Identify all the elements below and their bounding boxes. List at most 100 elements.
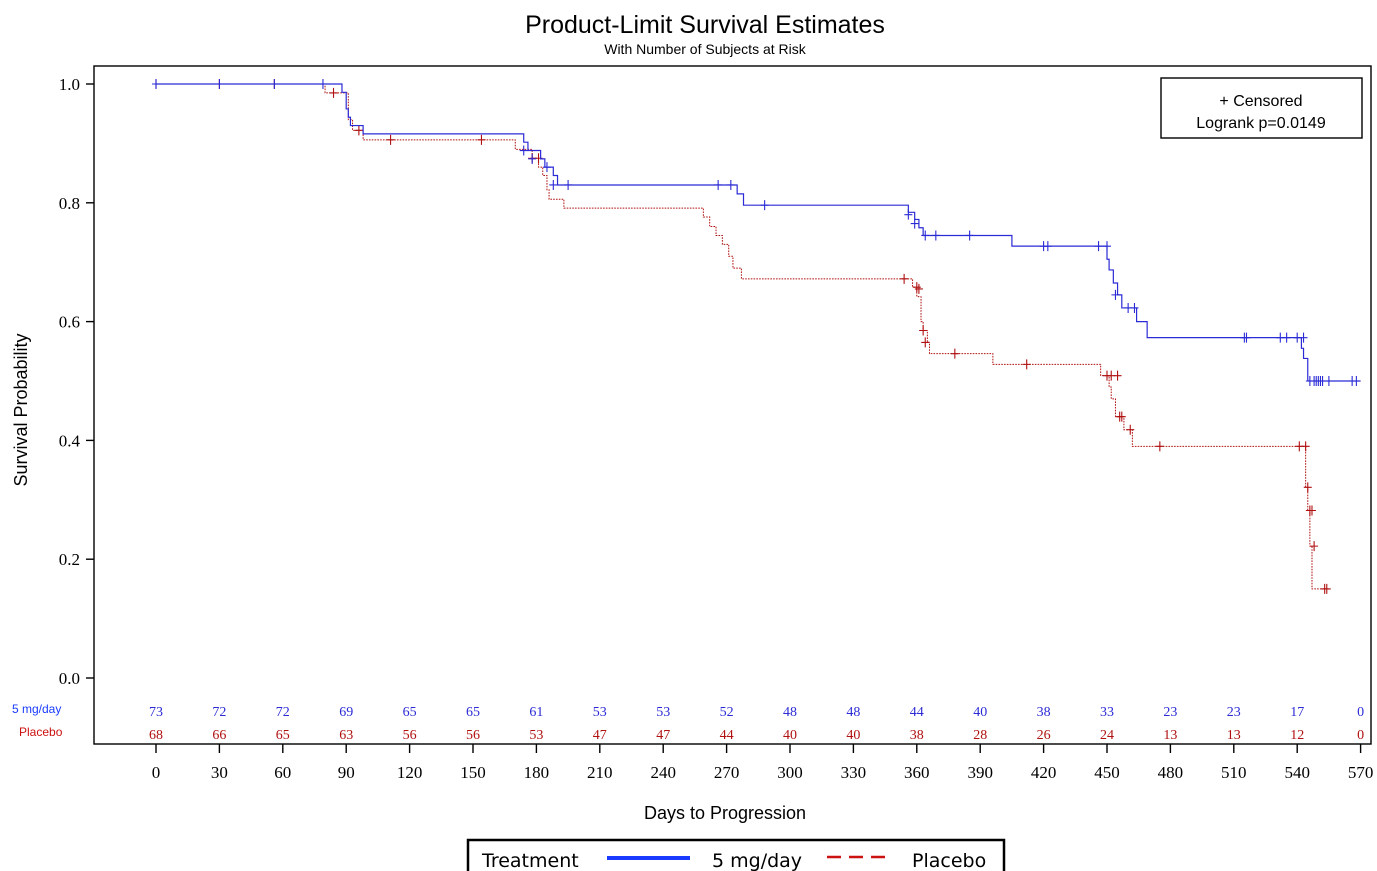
censor-mark-treatment	[152, 79, 160, 89]
risk-count: 73	[149, 705, 163, 720]
legend-title: Treatment	[481, 850, 579, 871]
censor-mark-placebo	[386, 134, 395, 145]
censor-mark-placebo	[1303, 482, 1312, 493]
censor-mark-treatment	[1282, 332, 1291, 343]
risk-count: 23	[1163, 705, 1177, 720]
risk-count: 56	[466, 728, 480, 743]
censor-mark-treatment	[1043, 241, 1052, 252]
x-tick-label: 60	[274, 763, 291, 782]
risk-count: 53	[656, 705, 670, 720]
risk-count: 26	[1037, 728, 1051, 743]
risk-count: 28	[973, 728, 987, 743]
censor-mark-treatment	[931, 230, 940, 241]
y-tick-label: 0.0	[59, 669, 80, 688]
censor-mark-placebo	[1113, 370, 1122, 381]
censor-mark-placebo	[1117, 411, 1126, 422]
legend: Treatment 5 mg/day Placebo	[466, 838, 1006, 871]
risk-count: 40	[846, 728, 860, 743]
x-tick-label: 90	[338, 763, 355, 782]
x-tick-label: 240	[650, 763, 676, 782]
risk-count: 63	[339, 728, 353, 743]
risk-count: 66	[212, 728, 226, 743]
censor-mark-placebo	[912, 282, 921, 293]
censor-mark-treatment	[760, 200, 769, 211]
censor-mark-treatment	[726, 179, 735, 190]
risk-count: 53	[529, 728, 543, 743]
risk-count: 12	[1290, 728, 1304, 743]
censor-mark-treatment	[714, 179, 723, 190]
x-tick-label: 570	[1348, 763, 1374, 782]
x-tick-label: 30	[211, 763, 228, 782]
x-tick-label: 150	[460, 763, 486, 782]
x-tick-label: 120	[397, 763, 423, 782]
censor-mark-placebo	[1155, 441, 1164, 452]
x-tick-label: 360	[904, 763, 930, 782]
x-tick-label: 0	[152, 763, 161, 782]
x-tick-label: 300	[777, 763, 803, 782]
censor-mark-placebo	[1022, 359, 1031, 370]
x-tick-label: 420	[1031, 763, 1057, 782]
censor-mark-treatment	[1324, 376, 1333, 386]
x-tick-label: 540	[1284, 763, 1310, 782]
survival-curve-placebo	[156, 83, 1329, 590]
x-tick-label: 390	[967, 763, 993, 782]
series-layer	[152, 79, 1361, 594]
risk-count: 17	[1290, 705, 1304, 720]
risk-count: 56	[403, 728, 417, 743]
censor-mark-treatment	[921, 230, 930, 241]
risk-count: 38	[1037, 705, 1051, 720]
risk-table: 5 mg/day 73 72 72 69 65 65 61 53 53 52 48 48 44 40 38 33…	[12, 702, 1364, 743]
risk-count: 13	[1227, 728, 1241, 743]
survival-curve-treatment	[156, 83, 1361, 382]
risk-row-label: 5 mg/day	[12, 702, 61, 716]
risk-count: 65	[466, 705, 480, 720]
legend-label-treatment: 5 mg/day	[712, 850, 802, 871]
risk-count: 72	[212, 705, 226, 720]
censor-mark-placebo	[950, 348, 959, 359]
risk-count: 69	[339, 705, 353, 720]
censor-mark-placebo	[1301, 441, 1310, 452]
x-axis: 0 30 60 90 120 150 180 210 240 270 300 330 360 390 420…	[152, 744, 1374, 782]
risk-count: 24	[1100, 728, 1114, 743]
risk-count: 47	[593, 728, 607, 743]
censor-mark-treatment	[904, 209, 913, 220]
censor-mark-treatment	[1242, 332, 1251, 343]
censor-mark-placebo	[354, 125, 363, 136]
censor-mark-treatment	[1094, 241, 1103, 252]
chart-subtitle: With Number of Subjects at Risk	[604, 41, 807, 57]
censor-mark-placebo	[1126, 424, 1135, 435]
censor-mark-treatment	[910, 218, 919, 229]
x-tick-label: 450	[1094, 763, 1120, 782]
risk-count: 40	[783, 728, 797, 743]
risk-count: 40	[973, 705, 987, 720]
censor-mark-treatment	[318, 79, 327, 89]
risk-count: 44	[720, 728, 734, 743]
censor-mark-treatment	[1352, 376, 1361, 386]
censor-mark-treatment	[1111, 289, 1120, 300]
x-tick-label: 480	[1158, 763, 1184, 782]
risk-count: 23	[1227, 705, 1241, 720]
risk-count: 48	[846, 705, 860, 720]
censor-mark-treatment	[1299, 332, 1308, 343]
x-tick-label: 270	[714, 763, 740, 782]
risk-count: 0	[1357, 705, 1364, 720]
x-axis-label: Days to Progression	[644, 803, 806, 823]
risk-count: 72	[276, 705, 290, 720]
censor-mark-treatment	[965, 230, 974, 241]
y-axis: 0.0 0.2 0.4 0.6 0.8 1.0	[59, 75, 94, 688]
censor-mark-treatment	[1103, 241, 1111, 252]
censor-mark-treatment	[542, 162, 551, 173]
risk-count: 47	[656, 728, 670, 743]
censor-mark-treatment	[549, 179, 558, 190]
censor-mark-placebo	[1310, 541, 1319, 552]
risk-count: 65	[403, 705, 417, 720]
risk-count: 33	[1100, 705, 1114, 720]
plot-frame	[93, 65, 1372, 745]
censor-mark-treatment	[564, 179, 573, 190]
censor-mark-treatment	[1130, 302, 1139, 313]
risk-count: 44	[910, 705, 924, 720]
inset-box: + Censored Logrank p=0.0149	[1160, 77, 1363, 139]
censor-mark-placebo	[921, 337, 930, 348]
risk-count: 38	[910, 728, 924, 743]
